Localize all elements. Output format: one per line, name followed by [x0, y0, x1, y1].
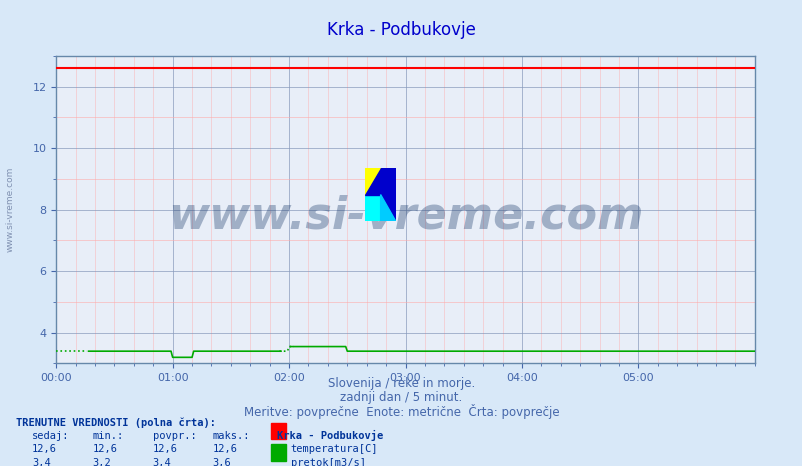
Bar	[365, 168, 380, 195]
Text: 3,6: 3,6	[213, 458, 231, 466]
Bar	[380, 168, 395, 221]
Text: Krka - Podbukovje: Krka - Podbukovje	[326, 21, 476, 39]
Text: 12,6: 12,6	[92, 445, 117, 454]
Text: zadnji dan / 5 minut.: zadnji dan / 5 minut.	[340, 391, 462, 404]
Text: TRENUTNE VREDNOSTI (polna črta):: TRENUTNE VREDNOSTI (polna črta):	[16, 418, 216, 428]
Text: Slovenija / reke in morje.: Slovenija / reke in morje.	[327, 377, 475, 390]
Text: Meritve: povprečne  Enote: metrične  Črta: povprečje: Meritve: povprečne Enote: metrične Črta:…	[243, 404, 559, 418]
Bar	[365, 195, 380, 221]
Text: maks.:: maks.:	[213, 432, 250, 441]
Polygon shape	[365, 168, 380, 195]
Text: 3,2: 3,2	[92, 458, 111, 466]
Text: sedaj:: sedaj:	[32, 432, 70, 441]
Text: 12,6: 12,6	[213, 445, 237, 454]
Text: povpr.:: povpr.:	[152, 432, 196, 441]
Text: 3,4: 3,4	[152, 458, 171, 466]
Text: 3,4: 3,4	[32, 458, 51, 466]
Bar	[271, 445, 286, 461]
Text: 12,6: 12,6	[152, 445, 177, 454]
Text: www.si-vreme.com: www.si-vreme.com	[168, 194, 642, 237]
Text: pretok[m3/s]: pretok[m3/s]	[290, 458, 365, 466]
Text: temperatura[C]: temperatura[C]	[290, 445, 378, 454]
Bar	[271, 423, 286, 439]
Text: Krka - Podbukovje: Krka - Podbukovje	[277, 431, 383, 441]
Text: www.si-vreme.com: www.si-vreme.com	[5, 167, 14, 253]
Text: min.:: min.:	[92, 432, 124, 441]
Polygon shape	[380, 195, 395, 221]
Text: 12,6: 12,6	[32, 445, 57, 454]
